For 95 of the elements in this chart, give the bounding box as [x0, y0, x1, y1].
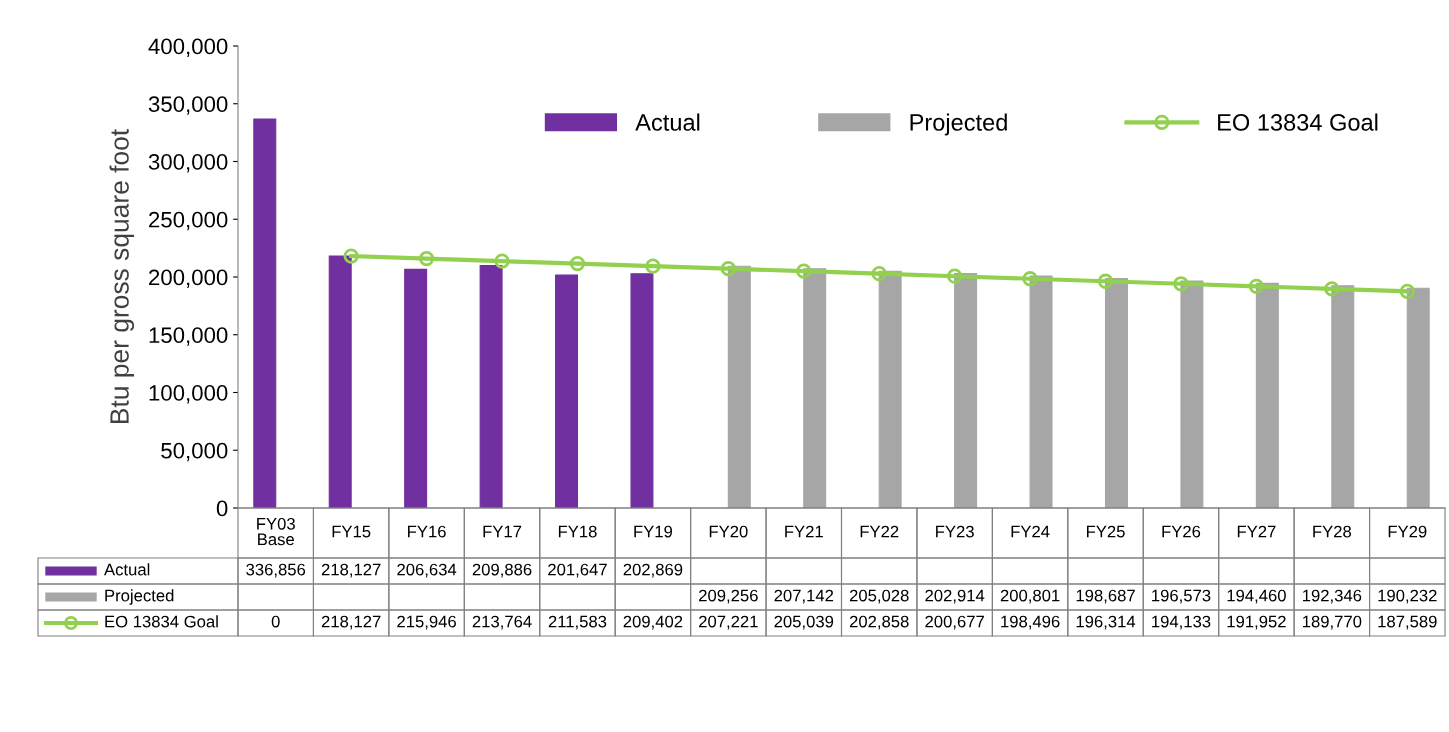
x-tick-label: FY16: [408, 525, 446, 538]
legend-label: EO 13834 Goal: [1218, 113, 1378, 131]
bar: [328, 255, 352, 508]
bar: [1255, 282, 1279, 508]
point: [871, 266, 887, 282]
y-tick-label: 250,000: [149, 211, 228, 231]
data-label: 213,764: [472, 615, 532, 630]
data-label: 192,346: [1302, 589, 1362, 604]
point: [645, 258, 661, 274]
data-label: 196,573: [1152, 589, 1211, 604]
x-tick-label: FY21: [785, 525, 823, 538]
data-label: 201,647: [548, 563, 607, 578]
y-tick-label: 0: [216, 500, 228, 517]
x-tick-label: FY25: [1086, 525, 1125, 538]
data-label: 198,687: [1076, 589, 1135, 604]
data-label: 190,232: [1378, 589, 1437, 604]
point: [1324, 281, 1340, 297]
point: [494, 253, 510, 269]
bar: [1331, 285, 1355, 508]
data-label: 205,028: [849, 589, 909, 604]
data-label: 207,221: [699, 615, 758, 630]
data-label: 202,869: [623, 563, 683, 578]
y-tick-label: 50,000: [161, 442, 228, 462]
x-tick-label: FY24: [1011, 525, 1050, 538]
y-tick-label: 100,000: [149, 385, 228, 404]
x-tick-label: FY20: [709, 525, 748, 538]
x-tick-label: FY28: [1313, 525, 1352, 538]
bar: [803, 268, 827, 508]
x-tick-label: FY17: [483, 525, 522, 538]
y-tick-label: 200,000: [149, 269, 228, 288]
x-tick-label: FY26: [1162, 525, 1201, 538]
bar: [1104, 277, 1128, 508]
bar: [479, 265, 503, 508]
bar: [954, 273, 978, 508]
point: [343, 248, 359, 264]
data-label: 202,858: [849, 615, 909, 630]
data-label: 194,133: [1152, 615, 1211, 630]
bar: [1029, 275, 1053, 508]
x-tick-label: FY19: [634, 525, 673, 538]
y-tick-label: 300,000: [148, 154, 228, 173]
x-tick-label: FY03 Base: [257, 517, 295, 546]
data-label: 215,946: [397, 615, 456, 630]
legend-label: Actual: [635, 113, 700, 131]
y-axis-title: Btu per gross square foot: [109, 129, 135, 423]
bar: [253, 118, 277, 508]
bar: [630, 273, 654, 508]
data-label: 191,952: [1227, 615, 1286, 630]
x-tick-label: FY23: [936, 525, 974, 538]
y-tick-label: 350,000: [148, 96, 228, 115]
text: Actual: [104, 563, 150, 576]
bar: [555, 274, 579, 508]
point: [418, 250, 435, 267]
data-label: 202,914: [925, 589, 985, 604]
point: [947, 268, 963, 284]
data-label: 211,583: [548, 615, 607, 630]
data-label: 187,589: [1378, 615, 1437, 630]
data-label: 218,127: [321, 615, 381, 630]
x-tick-label: FY18: [558, 525, 597, 538]
point: [796, 263, 812, 279]
point: [569, 255, 586, 272]
bar: [404, 268, 428, 508]
point: [1097, 273, 1114, 289]
bar: [1180, 280, 1204, 508]
data-label: 218,127: [321, 563, 381, 578]
x-tick-label: FY27: [1237, 525, 1276, 538]
data-label: 196,314: [1076, 615, 1136, 630]
x-tick-label: FY15: [332, 525, 371, 538]
data-label: 194,460: [1227, 589, 1286, 604]
x-tick-label: FY22: [860, 525, 899, 538]
data-label: 200,801: [1000, 589, 1060, 604]
legend-label: Projected: [910, 113, 1007, 136]
y-tick-label: 400,000: [148, 38, 228, 57]
data-label: 209,886: [472, 563, 532, 578]
data-label: 209,256: [699, 589, 758, 604]
bar: [1406, 287, 1430, 508]
bar: [727, 265, 751, 508]
point: [1248, 278, 1265, 294]
data-label: 200,677: [925, 615, 984, 630]
data-label: 189,770: [1302, 615, 1362, 630]
y-tick-label: 150,000: [149, 327, 228, 346]
text: 0: [271, 615, 280, 628]
point: [1173, 276, 1189, 292]
bar: [878, 270, 902, 508]
data-label: 198,496: [1001, 615, 1060, 630]
x-tick-label: FY29: [1388, 525, 1427, 538]
data-label: 206,634: [397, 563, 457, 578]
data-label: 207,142: [774, 589, 834, 604]
text: Projected: [105, 589, 174, 605]
data-label: 209,402: [623, 615, 683, 630]
point: [1022, 271, 1038, 287]
point: [720, 261, 736, 277]
text: EO 13834 Goal: [105, 615, 218, 628]
data-label: 205,039: [774, 615, 834, 630]
data-label: 336,856: [246, 563, 306, 578]
point: [1399, 283, 1415, 299]
